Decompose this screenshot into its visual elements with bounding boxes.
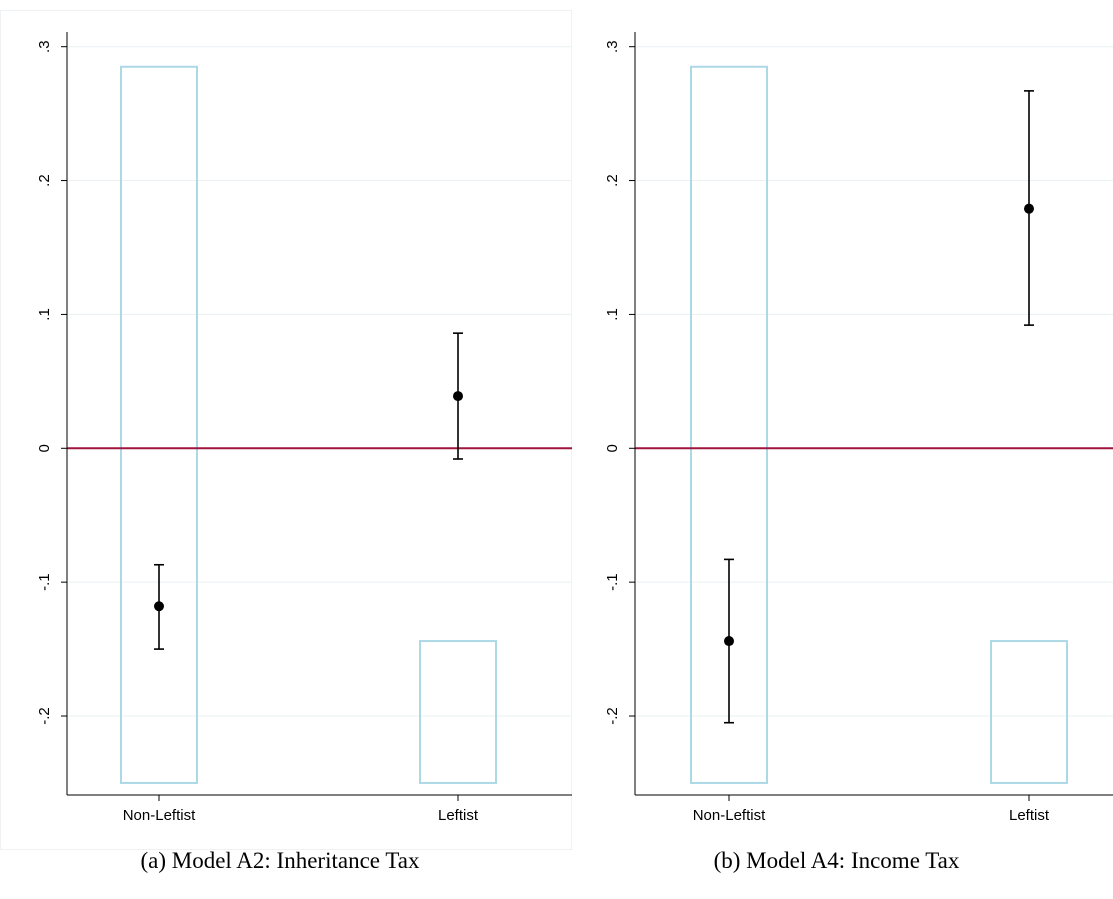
chart-panel-b: -.2 -.1 0 .1 .2 .3 Non-Leftist Leftist — [572, 0, 1113, 850]
y-tick-label: -.2 — [36, 707, 53, 725]
y-tick-label: .2 — [36, 174, 53, 187]
caption-b: (b) Model A4: Income Tax — [713, 848, 960, 873]
histogram-bar-0 — [690, 65, 768, 784]
histogram-bar-0 — [120, 65, 198, 784]
chart-panel-a: -.2 -.1 0 .1 .2 .3 Non-Leftist Leftist — [0, 0, 575, 850]
x-category-label: Leftist — [1009, 807, 1050, 824]
point-estimate-1 — [453, 391, 463, 402]
x-category-label: Non-Leftist — [693, 807, 766, 824]
y-tick-label: .2 — [604, 174, 621, 187]
y-tick-label: 0 — [604, 444, 621, 452]
chart-b: -.2 -.1 0 .1 .2 .3 Non-Leftist Leftist — [604, 32, 1113, 824]
histogram-bar-1 — [990, 640, 1068, 784]
y-tick-label: -.2 — [604, 707, 621, 725]
plot-region-frame — [0, 10, 572, 850]
y-tick-label: 0 — [36, 444, 53, 452]
y-tick-label: -.1 — [36, 573, 53, 591]
y-tick-label: -.1 — [604, 573, 621, 591]
point-estimate-0 — [724, 636, 734, 647]
y-tick-label: .1 — [604, 308, 621, 321]
y-tick-label: .3 — [604, 40, 621, 53]
y-tick-label: .3 — [36, 40, 53, 53]
point-estimate-1 — [1024, 203, 1034, 214]
x-category-label: Leftist — [438, 807, 479, 824]
y-tick-label: .1 — [36, 308, 53, 321]
point-estimate-0 — [154, 601, 164, 612]
histogram-bar-1 — [419, 640, 497, 784]
chart-a: -.2 -.1 0 .1 .2 .3 Non-Leftist Leftist — [0, 10, 572, 850]
caption-a: (a) Model A2: Inheritance Tax — [140, 848, 420, 873]
x-category-label: Non-Leftist — [123, 807, 196, 824]
